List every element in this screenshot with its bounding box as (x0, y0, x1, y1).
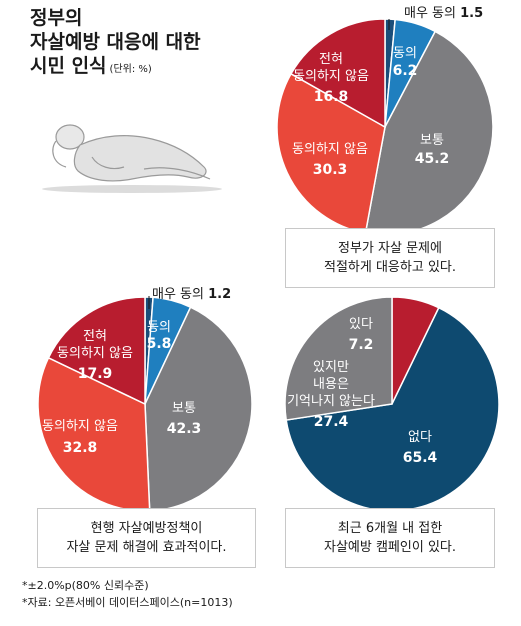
unit-label: (단위: %) (109, 64, 152, 75)
pie-3-label-3-line-1: 있지만 (313, 360, 349, 375)
caption-pie-1: 정부가 자살 문제에 적절하게 대응하고 있다. (285, 228, 495, 288)
caption-pie-3-line-1: 최근 6개월 내 접한 (337, 521, 443, 536)
pie-2-label-2-line-1: 동의 (147, 320, 171, 335)
lying-person-illustration (42, 124, 222, 193)
pie-2-slice-3 (144, 306, 253, 512)
pie-2-value-1: 1.2 (208, 287, 231, 302)
pie-1-label-1: 매우 동의 1.5 (404, 6, 483, 21)
caption-pie-2-line-2: 자살 문제 해결에 효과적이다. (66, 540, 227, 555)
caption-pie-3-line-2: 자살예방 캠페인이 있다. (324, 540, 456, 555)
pie-3-value-1: 7.2 (349, 337, 374, 353)
pie-2-label-5-line-1: 전혀 (83, 329, 107, 344)
pie-2-value-3: 42.3 (167, 421, 202, 437)
caption-pie-2: 현행 자살예방정책이 자살 문제 해결에 효과적이다. (37, 508, 256, 568)
pie-2-label-5-line-2: 동의하지 않음 (57, 346, 133, 361)
pie-1-value-1: 1.5 (460, 6, 483, 21)
caption-pie-3: 최근 6개월 내 접한 자살예방 캠페인이 있다. (285, 508, 495, 568)
pie-3-slice-2 (285, 306, 500, 512)
pie-3-label-2-line-1: 없다 (408, 430, 432, 445)
footnote-confidence: *±2.0%p(80% 신뢰수준) (22, 579, 149, 592)
pie-1-label-1-name: 매우 동의 (404, 6, 460, 21)
title-line-1: 정부의 (30, 7, 83, 29)
caption-pie-2-line-1: 현행 자살예방정책이 (90, 521, 203, 536)
title-line-3: 시민 인식 (단위: %) (30, 54, 201, 82)
pie-3-label-1-line-1: 있다 (349, 317, 373, 332)
pie-3-value-3: 27.4 (314, 414, 349, 430)
pie-3-label-3-line-2: 내용은 (313, 377, 349, 392)
pie-1-label-5-line-2: 동의하지 않음 (293, 69, 369, 84)
pie-3-slice-3 (284, 296, 393, 421)
pie-1-value-4: 30.3 (313, 162, 348, 178)
caption-pie-1-line-2: 적절하게 대응하고 있다. (324, 260, 456, 275)
pie-2-value-2: 5.8 (147, 336, 172, 352)
pie-2-label-1-name: 매우 동의 (152, 287, 208, 302)
pie-2-value-5: 17.9 (78, 366, 113, 382)
footnote-source: *자료: 오픈서베이 데이터스페이스(n=1013) (22, 596, 233, 609)
pie-1-label-4-line-1: 동의하지 않음 (292, 142, 368, 157)
pie-1-value-5: 16.8 (314, 89, 349, 105)
pie-1-value-3: 45.2 (415, 151, 450, 167)
pie-2-value-4: 32.8 (63, 440, 98, 456)
pie-1-label-2-line-1: 동의 (393, 46, 417, 61)
pie-1-slice-5 (289, 18, 386, 129)
pie-1-label-3-line-1: 보통 (420, 133, 444, 148)
chart-title: 정부의 자살예방 대응에 대한 시민 인식 (단위: %) (30, 6, 201, 82)
title-line-2: 자살예방 대응에 대한 (30, 31, 201, 53)
title-line-3-text: 시민 인식 (30, 55, 107, 77)
pie-2-label-3-line-1: 보통 (172, 401, 196, 416)
pie-1-slice-4 (276, 72, 386, 235)
pie-2-slice-5 (47, 296, 146, 406)
pie-2-label-1: 매우 동의 1.2 (152, 287, 231, 302)
caption-pie-1-line-1: 정부가 자살 문제에 (338, 241, 442, 256)
pie-3-value-2: 65.4 (403, 450, 438, 466)
pie-1-value-2: 6.2 (393, 63, 418, 79)
pie-3-label-3-line-3: 기억나지 않는다 (287, 394, 375, 409)
pie-2-label-4-line-1: 동의하지 않음 (42, 419, 118, 434)
pie-1-label-5-line-1: 전혀 (319, 52, 343, 67)
